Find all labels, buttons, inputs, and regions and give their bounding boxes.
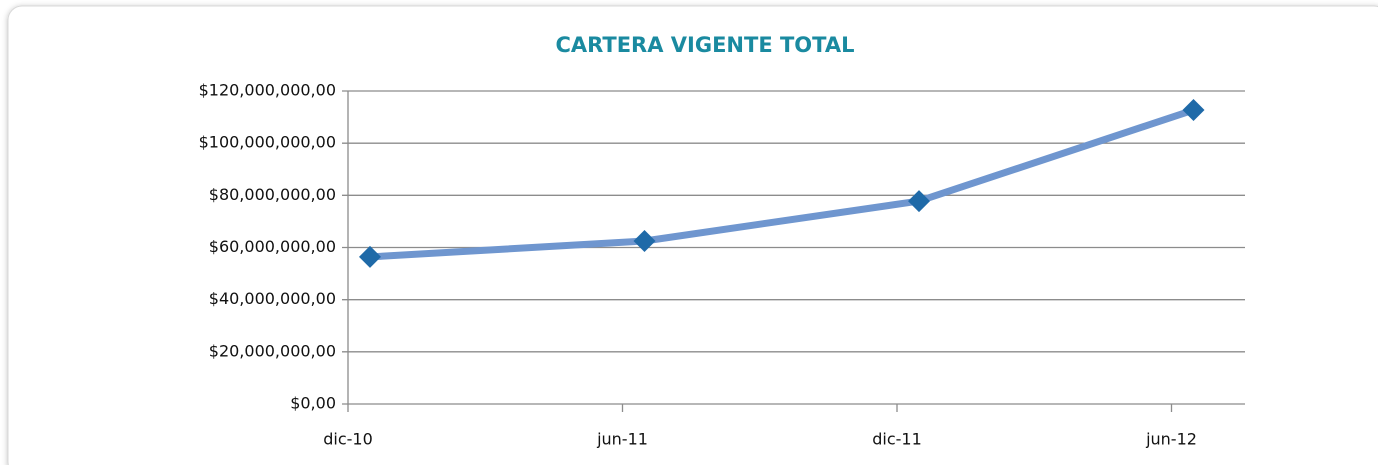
data-point (359, 245, 381, 268)
data-point (1182, 99, 1205, 122)
y-tick-label: $40,000,000,00 (209, 289, 336, 308)
y-tick-label: $80,000,000,00 (209, 185, 336, 204)
x-tick-label: dic-10 (323, 430, 373, 449)
x-tick-label: jun-12 (1145, 430, 1197, 449)
y-tick-label: $100,000,000,00 (199, 133, 336, 152)
x-tick-label: jun-11 (596, 430, 648, 449)
series-line (369, 106, 1195, 261)
data-point (908, 190, 930, 213)
y-tick-label: $60,000,000,00 (209, 237, 336, 256)
x-tick-label: dic-11 (872, 430, 922, 449)
y-tick-label: $120,000,000,00 (199, 81, 336, 100)
y-tick-label: $20,000,000,00 (209, 341, 336, 360)
chart-title: CARTERA VIGENTE TOTAL (555, 33, 854, 57)
y-tick-label: $0,00 (290, 394, 336, 413)
data-point (633, 229, 656, 252)
